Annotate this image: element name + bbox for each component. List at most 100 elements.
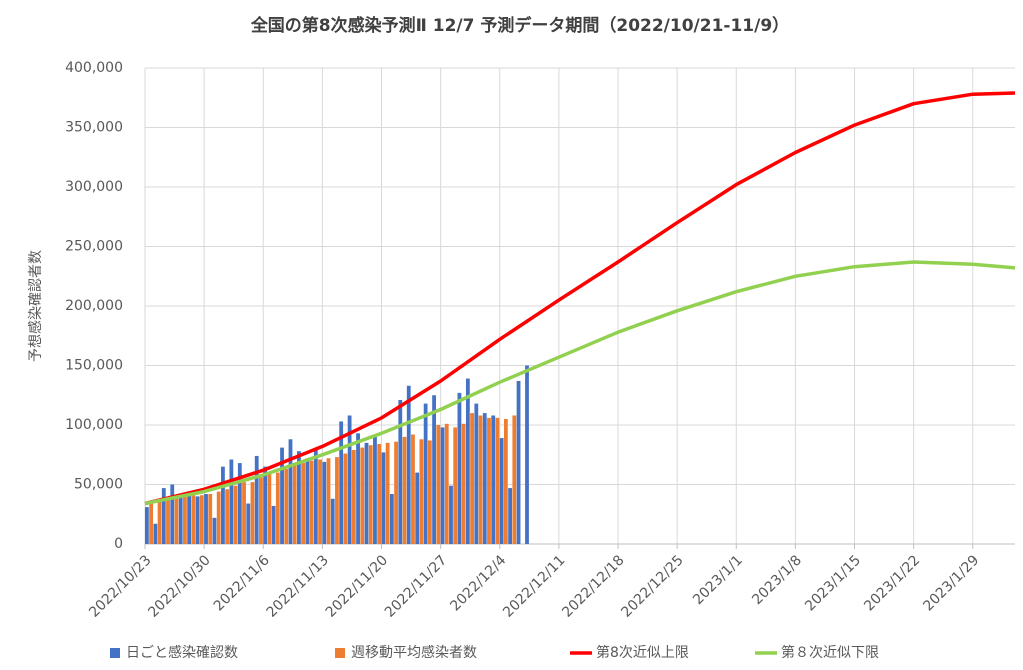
bar — [191, 495, 196, 544]
y-tick-label: 250,000 — [65, 239, 123, 255]
bar — [411, 434, 415, 544]
bar — [364, 442, 369, 544]
bar — [288, 439, 293, 544]
line — [144, 260, 1016, 506]
y-tick-label: 200,000 — [65, 298, 123, 314]
bar — [339, 421, 344, 544]
y-tick-label: 0 — [114, 536, 123, 552]
bar — [157, 501, 162, 544]
bar — [453, 427, 458, 544]
bar — [161, 488, 166, 544]
bar — [267, 473, 272, 544]
bar — [174, 497, 179, 544]
bar — [470, 413, 474, 544]
bar — [297, 451, 301, 544]
bar — [525, 365, 529, 544]
bar — [444, 423, 449, 544]
bar — [166, 498, 170, 544]
bar — [305, 458, 310, 544]
bar — [178, 496, 183, 544]
bar — [478, 415, 483, 544]
bar — [432, 395, 436, 544]
bar — [225, 489, 230, 544]
bar — [465, 378, 470, 544]
bar — [398, 400, 403, 544]
bar — [508, 488, 513, 544]
bar — [461, 423, 466, 544]
bar — [199, 495, 204, 544]
bar — [212, 517, 217, 544]
bar — [495, 417, 500, 544]
legend-label: 週移動平均感染者数 — [351, 644, 477, 661]
y-tick-label: 50,000 — [74, 477, 123, 493]
bar — [385, 442, 390, 544]
bar — [482, 413, 487, 544]
bar — [259, 477, 263, 544]
y-tick-label: 400,000 — [65, 60, 123, 76]
bar — [423, 403, 428, 544]
bar — [351, 449, 356, 544]
y-tick-label: 100,000 — [65, 417, 123, 433]
bar — [149, 502, 154, 544]
bar — [284, 469, 289, 544]
bar — [326, 458, 331, 544]
bar — [216, 491, 221, 544]
bar — [516, 380, 521, 544]
bar — [449, 485, 453, 544]
bar — [309, 460, 314, 544]
bar — [368, 445, 373, 544]
bar — [242, 482, 246, 544]
bar — [246, 503, 251, 544]
bar — [394, 441, 398, 544]
bar — [474, 403, 479, 544]
bar — [487, 417, 491, 544]
bar — [280, 447, 284, 544]
bar — [250, 482, 255, 544]
bar — [183, 496, 187, 544]
bar — [263, 466, 268, 544]
bar — [356, 433, 360, 544]
bar — [208, 494, 213, 544]
bar — [360, 447, 365, 544]
bar — [381, 452, 386, 544]
y-tick-label: 350,000 — [65, 120, 123, 136]
bar — [499, 438, 504, 544]
legend-swatch — [335, 648, 345, 658]
bar — [237, 463, 242, 544]
chart-title: 全国の第8次感染予測Ⅱ 12/7 予測データ期間（2022/10/21-11/9… — [250, 15, 789, 36]
bar — [419, 439, 424, 544]
bar — [153, 523, 158, 544]
bar — [275, 472, 280, 544]
bar — [406, 385, 411, 544]
bar — [427, 440, 432, 544]
bar — [233, 485, 238, 544]
bar — [440, 427, 445, 544]
bar — [170, 484, 175, 544]
bar — [347, 415, 352, 544]
bar — [187, 495, 192, 544]
line — [144, 91, 1016, 506]
bar — [436, 425, 441, 544]
bar — [204, 494, 208, 544]
bar — [145, 507, 149, 544]
bar — [292, 465, 297, 544]
bar — [318, 459, 322, 544]
bar — [313, 448, 318, 544]
bar — [491, 415, 496, 544]
bar — [335, 457, 339, 544]
bar — [373, 436, 377, 544]
bar — [377, 444, 382, 544]
bar — [512, 415, 517, 544]
bar — [457, 392, 462, 544]
bar — [389, 494, 394, 544]
bar — [301, 463, 306, 544]
legend-label: 第8次近似上限 — [596, 644, 689, 661]
bar — [195, 496, 200, 544]
y-tick-label: 300,000 — [65, 179, 123, 195]
bar — [402, 436, 407, 544]
bar — [330, 498, 335, 544]
bar — [229, 459, 234, 544]
bar — [271, 505, 276, 544]
